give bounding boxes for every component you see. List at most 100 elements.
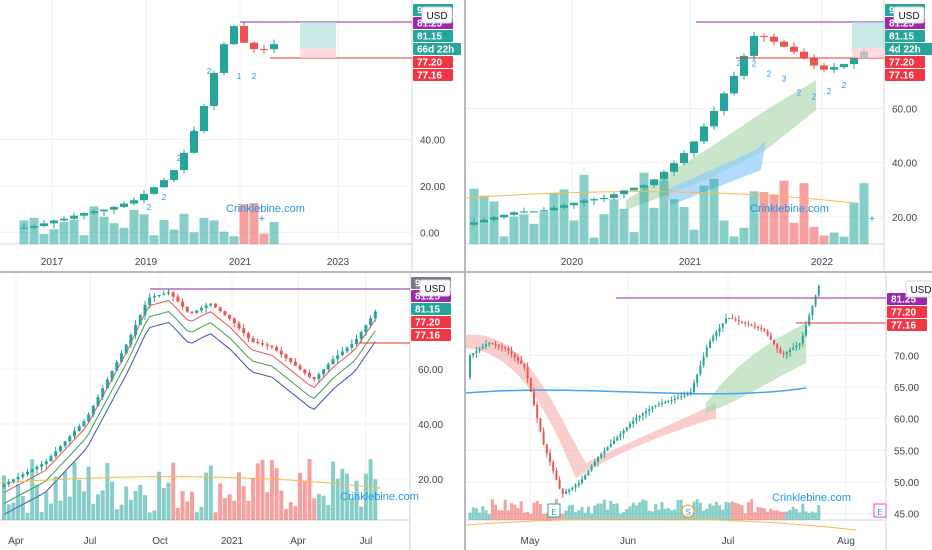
volume-bar xyxy=(609,500,613,520)
event-badge xyxy=(547,503,561,518)
currency-button[interactable]: USD xyxy=(419,279,451,297)
price-tag-label: 81.15 xyxy=(889,32,914,43)
volume-bar xyxy=(255,463,260,520)
volume-bar xyxy=(147,512,152,520)
candle-body xyxy=(270,44,278,50)
volume-bar xyxy=(175,508,180,520)
candle-body xyxy=(60,218,68,221)
volume-bar xyxy=(590,513,594,520)
price-tag-bg xyxy=(411,316,451,328)
volume-bar xyxy=(99,216,109,244)
price-tag: 77.20 xyxy=(413,56,453,69)
candle-body xyxy=(779,348,782,354)
price-tag-label: 66d 22h xyxy=(417,45,454,56)
candle-body xyxy=(242,328,246,334)
price-tag: 77.20 xyxy=(411,316,451,329)
volume-bar xyxy=(284,509,288,520)
vertical-divider[interactable] xyxy=(464,0,466,550)
price-tag-label: 81.25 xyxy=(889,19,914,30)
candle-body xyxy=(373,311,377,319)
volume-bar xyxy=(16,483,21,520)
volume-bar xyxy=(654,503,658,520)
candle-body xyxy=(558,479,561,489)
volume-bar xyxy=(490,499,494,520)
candle-body xyxy=(540,210,548,212)
volume-bar xyxy=(529,223,539,244)
volume-bar xyxy=(169,229,179,244)
volume-bar xyxy=(72,462,77,520)
candle-body xyxy=(520,211,528,213)
chart-panel-weekly[interactable]: 2020 2021 2022 20.00 40.00 60.00 2 2 2 2 3 2 2 2 2 + Cri… xyxy=(466,0,932,271)
volume-bar xyxy=(199,506,204,520)
volume-bar xyxy=(39,511,44,520)
volume-bar xyxy=(363,473,368,520)
currency-button[interactable]: USD xyxy=(893,6,925,24)
candle-body xyxy=(630,187,638,191)
volume-bar xyxy=(227,494,232,520)
volume-bar xyxy=(807,512,811,520)
candle-body xyxy=(326,364,330,370)
horizontal-divider[interactable] xyxy=(0,271,932,273)
candle-body xyxy=(359,332,363,339)
volume-bar xyxy=(663,508,667,520)
candle-body xyxy=(776,344,779,349)
volume-bar xyxy=(110,481,115,520)
y-tick-label: 60.00 xyxy=(418,365,443,376)
event-badge-label: E xyxy=(551,508,556,517)
x-tick-label: Jul xyxy=(722,536,735,547)
volume-bar xyxy=(474,508,478,520)
volume-bar xyxy=(58,500,63,520)
x-tick-label: 2019 xyxy=(135,257,158,268)
candle-body xyxy=(284,354,288,359)
candle-body xyxy=(648,409,651,412)
candle-body xyxy=(782,353,785,355)
currency-button-bg xyxy=(905,280,932,298)
volume-bar xyxy=(743,513,747,520)
volume-bar xyxy=(650,511,654,520)
candle-body xyxy=(635,417,638,421)
volume-bar xyxy=(766,511,770,520)
candle-body xyxy=(270,345,274,348)
candle-body xyxy=(805,325,807,336)
candle-body xyxy=(7,481,11,485)
volume-bar xyxy=(79,235,89,244)
ma-line-blue xyxy=(466,387,807,395)
volume-bar xyxy=(583,512,587,520)
watermark-text: Crinklebine.com xyxy=(226,203,305,215)
volume-bar xyxy=(804,511,808,520)
candle-body xyxy=(753,325,756,327)
volume-bar xyxy=(526,511,530,520)
volume-bar xyxy=(719,220,729,244)
count-label: 2 xyxy=(177,154,182,163)
candle-body xyxy=(162,293,166,295)
ema-ribbon-blue xyxy=(666,140,766,205)
currency-button-bg xyxy=(421,6,453,24)
watermark-text: Crinklebine.com xyxy=(340,491,419,503)
count-label: 3 xyxy=(782,75,787,84)
candle-body xyxy=(124,344,128,354)
chart-panel-monthly[interactable]: 2017 2019 2021 2023 0.00 20.00 40.00 2 1 2 2 2 2 2 2 + C… xyxy=(0,0,464,271)
currency-button-label: USD xyxy=(910,285,931,296)
volume-bar xyxy=(185,501,190,520)
candle-body xyxy=(176,296,180,302)
volume-bar xyxy=(219,231,229,244)
volume-bar xyxy=(676,500,680,520)
price-tag: 77.20 xyxy=(885,56,925,69)
chart-panel-daily[interactable]: Apr Jul Oct 2021 Apr Jul 20.00 40.00 60.00 Crinkl… xyxy=(0,273,464,550)
candle-body xyxy=(650,179,658,186)
candle-body xyxy=(199,307,203,311)
candle-body xyxy=(577,482,580,486)
volume-bar xyxy=(549,192,559,244)
volume-bar xyxy=(772,510,776,520)
currency-button[interactable]: USD xyxy=(905,280,932,298)
candle-body xyxy=(20,227,28,229)
candle-body xyxy=(715,331,718,337)
candle-body xyxy=(185,306,189,312)
candle-body xyxy=(533,391,535,405)
volume-bar xyxy=(799,183,809,244)
volume-bar xyxy=(580,506,584,520)
volume-bar xyxy=(593,505,597,520)
currency-button[interactable]: USD xyxy=(421,6,453,24)
chart-panel-intraday[interactable]: May Jun Jul Aug 45.00 50.00 55.00 60.00 65.00 70.… xyxy=(466,273,932,550)
volume-bar xyxy=(622,512,626,520)
